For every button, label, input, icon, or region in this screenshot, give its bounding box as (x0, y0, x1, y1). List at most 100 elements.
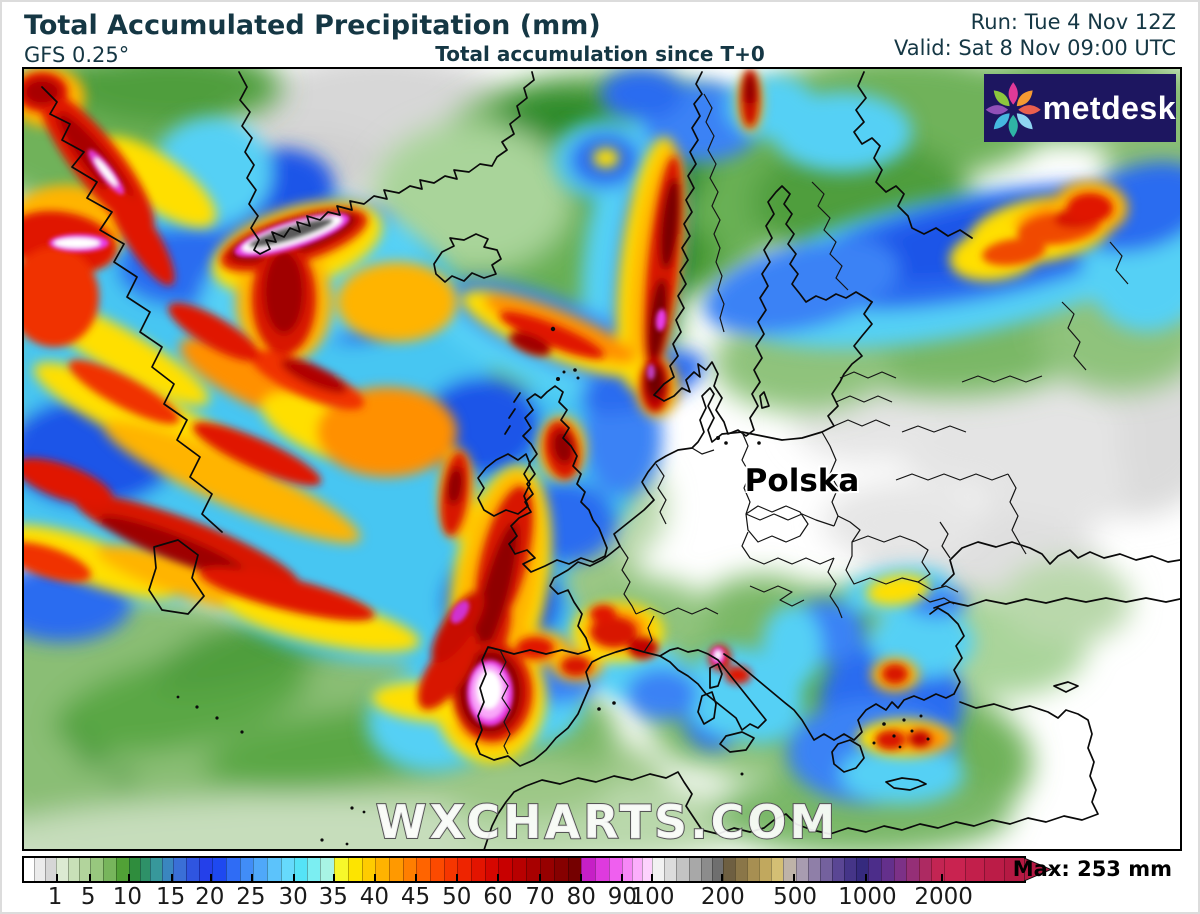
colorbar-tick (497, 874, 499, 881)
colorbar-segment (676, 858, 689, 881)
colorbar-segment (375, 858, 390, 881)
colorbar-tick (651, 874, 653, 881)
colorbar-segment (919, 858, 932, 881)
colorbar-segment (984, 858, 1004, 881)
colorbar-tick (621, 874, 623, 881)
colorbar-tick-label: 100 (630, 884, 675, 910)
colorbar-segment (471, 858, 485, 881)
colorbar-segment (735, 858, 748, 881)
colorbar-tick (210, 874, 212, 881)
colorbar-segment (843, 858, 856, 881)
accumulation-subtitle: Total accumulation since T+0 (435, 42, 765, 66)
logo-petal (1016, 113, 1033, 130)
colorbar-tick-label: 25 (236, 884, 266, 910)
colorbar-segment (67, 858, 79, 881)
colorbar-segment (56, 858, 68, 881)
logo-petal (985, 105, 1009, 115)
colorbar-segment (185, 858, 199, 881)
colorbar-tick-label: 50 (442, 884, 472, 910)
colorbar-segment (444, 858, 458, 881)
colorbar-segment (771, 858, 784, 881)
colorbar-tick (171, 874, 173, 881)
colorbar-segment (652, 858, 665, 881)
colorbar-segment (688, 858, 701, 881)
colorbar-segment (525, 858, 540, 881)
colorbar-segment (580, 858, 595, 881)
colorbar-segment (642, 858, 653, 881)
island-dots (176, 326, 930, 846)
colorbar-tick (721, 874, 723, 881)
colorbar-segment (944, 858, 965, 881)
logo-petal (1018, 105, 1041, 115)
metdesk-logo-text: metdesk (1042, 89, 1176, 126)
colorbar-tick-label: 200 (700, 884, 745, 910)
colorbar-segment (819, 858, 832, 881)
colorbar-tick-label: 40 (359, 884, 390, 910)
colorbar-tick-label: 1 (47, 884, 63, 910)
colorbar-segments (24, 858, 1025, 881)
colorbar-segment (553, 858, 568, 881)
colorbar-tick-label: 70 (525, 884, 555, 910)
watermark-text: WXCHARTS.COM (376, 795, 838, 849)
model-label: GFS 0.25° (24, 43, 130, 67)
colorbar-segment (484, 858, 498, 881)
colorbar-segment (1003, 858, 1025, 881)
run-time-label: Run: Tue 4 Nov 12Z (970, 10, 1176, 34)
colorbar-tick (56, 874, 58, 881)
colorbar-arrow (1024, 857, 1053, 882)
colorbar-tick-label: 35 (318, 884, 348, 910)
colorbar-tick-label: 500 (773, 884, 818, 910)
colorbar-tick-label: 60 (483, 884, 513, 910)
valid-time-label: Valid: Sat 8 Nov 09:00 UTC (894, 36, 1176, 60)
colorbar-segment (280, 858, 295, 881)
colorbar-segment (115, 858, 129, 881)
colorbar-segment (497, 858, 512, 881)
colorbar-segment (594, 858, 609, 881)
colorbar-segment (389, 858, 404, 881)
colorbar-segment (172, 858, 186, 881)
colorbar-tick (89, 874, 91, 881)
colorbar-tick-label: 2000 (914, 884, 973, 910)
colorbar-segment (795, 858, 808, 881)
colorbar-tick-label: 30 (278, 884, 308, 910)
colorbar (22, 856, 1026, 883)
colorbar-labels: 1 5 10 15 20 25 30 35 40 45 50 60 70 80 90 100 200 500 100… (22, 884, 1026, 912)
colorbar-segment (334, 858, 349, 881)
map-canvas: Polska WXCHARTS.COM (22, 67, 1182, 851)
colorbar-segment (539, 858, 554, 881)
colorbar-segment (225, 858, 240, 881)
colorbar-segment (567, 858, 581, 881)
colorbar-segment (294, 858, 308, 881)
colorbar-tick (293, 874, 295, 881)
colorbar-segment (320, 858, 335, 881)
colorbar-tick-label: 10 (112, 884, 143, 910)
precipitation-map: Polska WXCHARTS.COM (24, 69, 1180, 849)
colorbar-segment (416, 858, 431, 881)
colorbar-segment (161, 858, 173, 881)
page-title: Total Accumulated Precipitation (mm) (24, 10, 601, 41)
colorbar-segment (831, 858, 844, 881)
coastlines (41, 71, 1180, 849)
colorbar-segment (759, 858, 772, 881)
colorbar-segment (24, 858, 35, 881)
colorbar-segment (608, 858, 622, 881)
colorbar-segment (807, 858, 820, 881)
colorbar-tick (865, 874, 867, 881)
colorbar-segment (403, 858, 417, 881)
max-value-label: Max: 253 mm (1012, 857, 1172, 881)
colorbar-segment (631, 858, 643, 881)
logo-petal (1016, 90, 1033, 107)
metdesk-logo: metdesk (984, 74, 1176, 142)
colorbar-tick (941, 874, 943, 881)
colorbar-segment (211, 858, 226, 881)
colorbar-tick (128, 874, 130, 881)
colorbar-tick-label: 5 (80, 884, 96, 910)
colorbar-segment (664, 858, 677, 881)
colorbar-segment (128, 858, 141, 881)
colorbar-segment (430, 858, 445, 881)
colorbar-tick (793, 874, 795, 881)
colorbar-segment (102, 858, 116, 881)
colorbar-segment (348, 858, 363, 881)
country-borders (499, 93, 1129, 755)
colorbar-segment (868, 858, 882, 881)
